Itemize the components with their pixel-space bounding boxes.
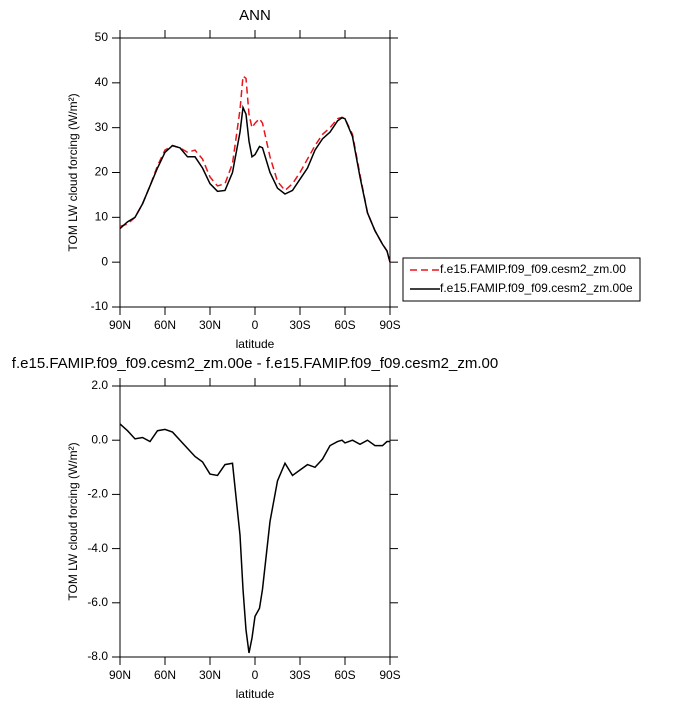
x-tick-label: 90S	[379, 668, 400, 682]
legend-box	[402, 257, 641, 302]
x-tick-label: 30N	[199, 668, 221, 682]
y-tick-label: -6.0	[87, 595, 108, 609]
x-tick-label: 0	[252, 668, 259, 682]
y-axis-label: TOM LW cloud forcing (W/m²)	[66, 93, 80, 251]
x-tick-label: 90N	[109, 318, 131, 332]
y-tick-label: -8.0	[87, 649, 108, 663]
y-tick-label: -2.0	[87, 487, 108, 501]
x-axis-label: latitude	[236, 687, 275, 701]
x-tick-label: 60S	[334, 668, 355, 682]
data-line	[119, 423, 390, 654]
legend-label: f.e15.FAMIP.f09_f09.cesm2_zm.00	[440, 262, 626, 276]
x-tick-label: 90S	[379, 318, 400, 332]
x-tick-label: 0	[252, 318, 259, 332]
x-tick-label: 90N	[109, 668, 131, 682]
x-tick-label: 30S	[289, 668, 310, 682]
x-tick-label: 60N	[154, 318, 176, 332]
y-tick-label: 20	[95, 165, 109, 179]
y-tick-label: 2.0	[91, 378, 108, 392]
y-tick-label: -10	[91, 299, 109, 313]
x-tick-label: 30N	[199, 318, 221, 332]
legend-label: f.e15.FAMIP.f09_f09.cesm2_zm.00e	[440, 281, 633, 295]
y-tick-label: 0.0	[91, 432, 108, 446]
x-tick-label: 60S	[334, 318, 355, 332]
plot-frame	[119, 37, 391, 308]
y-axis-label: TOM LW cloud forcing (W/m²)	[66, 442, 80, 600]
data-line	[119, 104, 391, 263]
chart-title: f.e15.FAMIP.f09_f09.cesm2_zm.00e - f.e15…	[12, 355, 498, 372]
x-tick-label: 60N	[154, 668, 176, 682]
x-tick-label: 30S	[289, 318, 310, 332]
y-tick-label: 30	[95, 120, 109, 134]
chart-title: ANN	[239, 7, 271, 24]
data-line	[119, 74, 391, 263]
y-tick-label: 0	[101, 254, 108, 268]
y-tick-label: 50	[95, 30, 109, 44]
y-tick-label: 40	[95, 75, 109, 89]
x-axis-label: latitude	[236, 337, 275, 351]
y-tick-label: 10	[95, 210, 109, 224]
y-tick-label: -4.0	[87, 541, 108, 555]
